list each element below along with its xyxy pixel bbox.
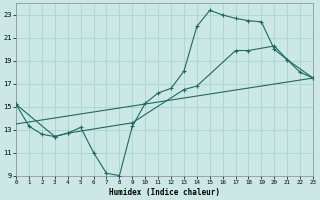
X-axis label: Humidex (Indice chaleur): Humidex (Indice chaleur)	[109, 188, 220, 197]
